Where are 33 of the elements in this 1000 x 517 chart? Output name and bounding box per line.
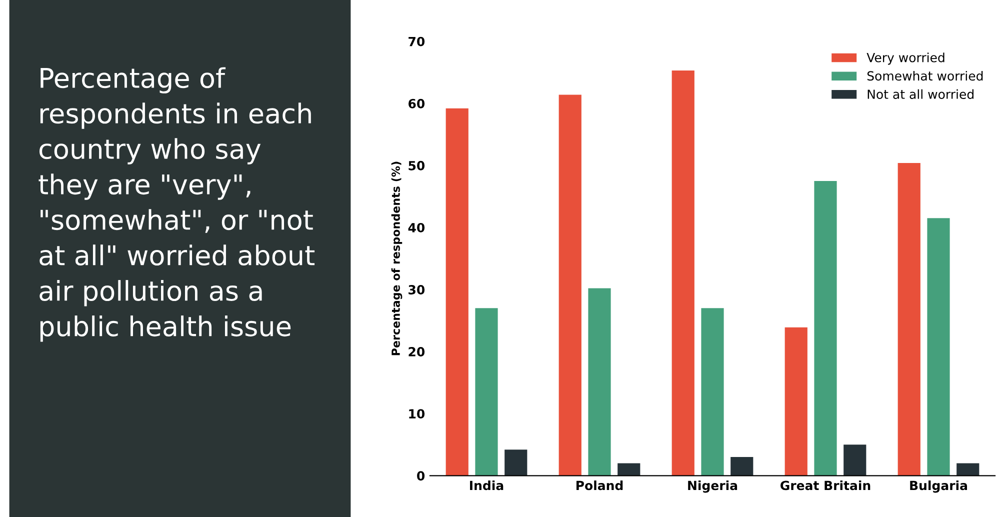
legend-label: Very worried [866, 52, 944, 65]
y-tick-label: 50 [408, 160, 425, 170]
y-tick-label: 40 [408, 222, 425, 232]
legend-label: Somewhat worried [867, 70, 983, 81]
bar [446, 108, 468, 476]
bar [814, 180, 837, 476]
y-tick-label: 20 [408, 347, 425, 356]
bar [672, 70, 694, 476]
bar [927, 218, 950, 476]
y-tick-label: 10 [409, 409, 425, 419]
text: Percentage of respondents in each country who say they are "very", "somewhat", or "not at all" worried about air pollution as a public health issue [38, 67, 315, 342]
y-tick-label: 0 [417, 471, 425, 481]
bar [618, 463, 640, 476]
bar [844, 444, 866, 476]
bar [588, 288, 611, 476]
y-tick-label: 60 [408, 98, 425, 108]
x-tick-label: Great Britain [780, 480, 870, 490]
x-tick-label: Bulgaria [910, 480, 968, 493]
bar [558, 94, 582, 476]
y-tick-label: 70 [408, 36, 425, 46]
bar [956, 463, 980, 476]
bar [701, 308, 724, 476]
bar [784, 327, 808, 476]
bar [475, 308, 498, 476]
x-tick-label: Poland [576, 480, 623, 490]
x-tick-label: India [470, 480, 504, 490]
bar [730, 457, 754, 476]
legend-label: Not at all worried [868, 89, 974, 99]
bar [898, 162, 920, 476]
y-axis-title: Percentage of respondents (%) [391, 162, 402, 356]
bar [504, 450, 528, 476]
y-tick-label: 30 [408, 284, 425, 294]
x-tick-label: Nigeria [688, 480, 738, 493]
